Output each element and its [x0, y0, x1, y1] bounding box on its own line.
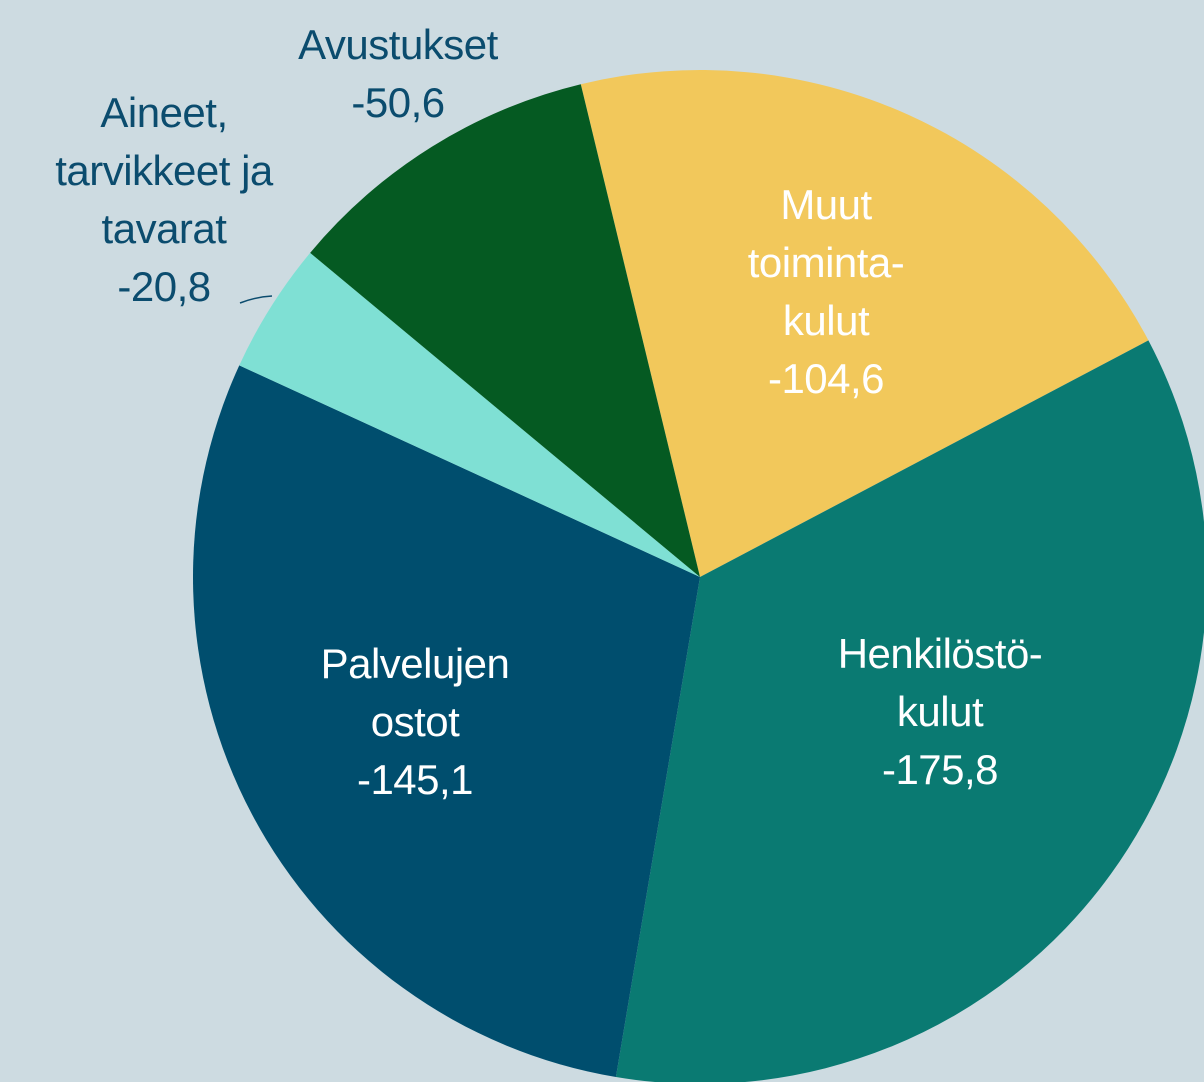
pie-slice	[615, 340, 1204, 1082]
leader-line	[239, 295, 273, 304]
slice-label: Aineet, tarvikkeet ja tavarat -20,8	[19, 84, 309, 316]
pie-slice	[580, 70, 1149, 577]
slice-label: Henkilöstö-kulut -175,8	[805, 625, 1075, 799]
pie-slice	[310, 84, 700, 578]
pie-slice	[192, 365, 700, 1077]
category-label: Henkilöstö-kulut	[837, 630, 1043, 735]
slice-label: Palvelujen ostot -145,1	[290, 635, 540, 809]
slice-label: Avustukset -50,6	[268, 16, 528, 132]
value-label: -175,8	[881, 746, 999, 793]
pie-slice	[239, 252, 701, 577]
category-label: Avustukset	[298, 21, 498, 68]
value-label: -20,8	[117, 263, 211, 310]
value-label: -104,6	[767, 355, 885, 402]
category-label: Muut toiminta-kulut	[747, 181, 905, 344]
value-label: -50,6	[351, 79, 445, 126]
category-label: Palvelujen ostot	[320, 640, 510, 745]
value-label: -145,1	[356, 756, 474, 803]
slice-label: Muut toiminta-kulut -104,6	[726, 176, 926, 408]
category-label: Aineet, tarvikkeet ja tavarat	[55, 89, 273, 252]
